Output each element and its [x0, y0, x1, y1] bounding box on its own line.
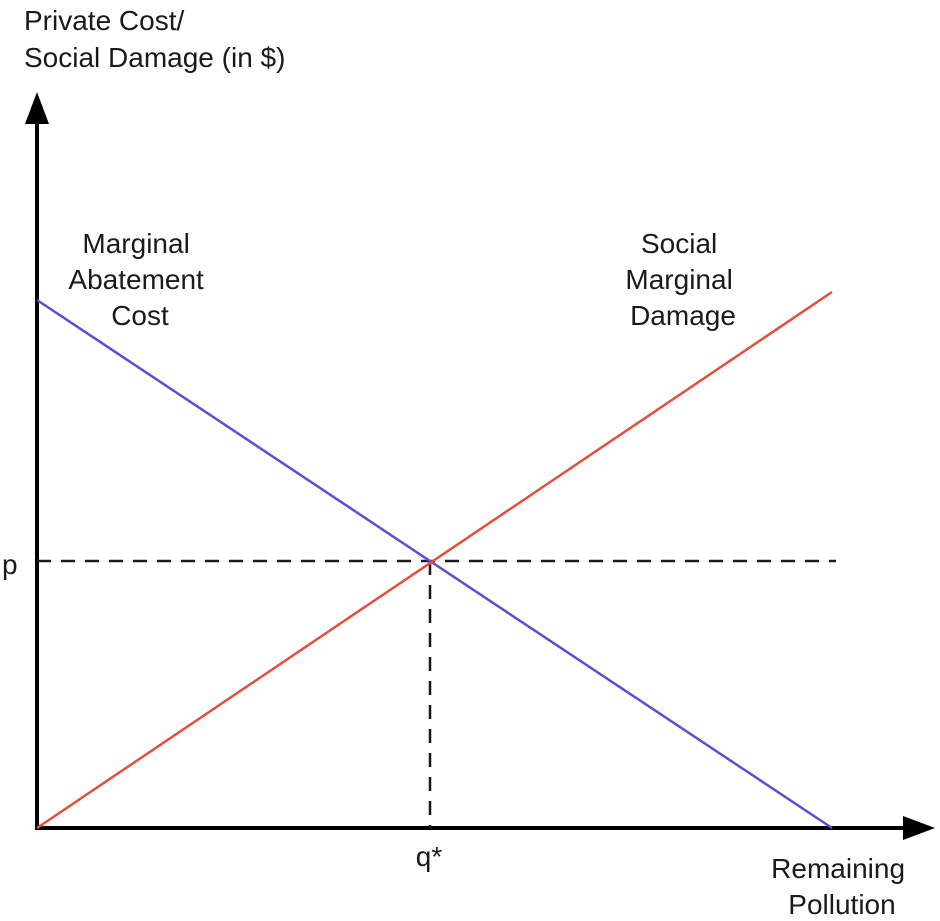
x-axis-label-line-2: Pollution: [788, 889, 895, 920]
price-label: p: [2, 549, 18, 580]
x-axis-label-line-1: Remaining: [771, 853, 905, 884]
damage-curve-label-line-1: Social: [641, 228, 717, 259]
abatement-curve-label-line-3: Cost: [111, 300, 169, 331]
y-axis-label: Private Cost/ Social Damage (in $): [24, 5, 285, 73]
abatement-curve-label-line-1: Marginal: [82, 228, 189, 259]
abatement-curve-label-line-2: Abatement: [68, 264, 204, 295]
marginal-abatement-cost-curve: [36, 298, 833, 830]
quantity-label: q*: [416, 841, 443, 872]
y-axis-arrowhead: [25, 92, 49, 124]
damage-curve-label: Social Marginal Damage: [625, 228, 740, 331]
y-axis-label-line-2: Social Damage (in $): [24, 42, 285, 73]
y-axis-label-line-1: Private Cost/: [24, 5, 184, 36]
social-marginal-damage-curve: [36, 290, 833, 830]
x-axis-label: Remaining Pollution: [771, 853, 913, 920]
x-axis-arrowhead: [903, 816, 935, 840]
damage-curve-label-line-2: Marginal: [625, 264, 732, 295]
abatement-curve-label: Marginal Abatement Cost: [68, 228, 211, 331]
damage-curve-label-line-3: Damage: [630, 300, 736, 331]
